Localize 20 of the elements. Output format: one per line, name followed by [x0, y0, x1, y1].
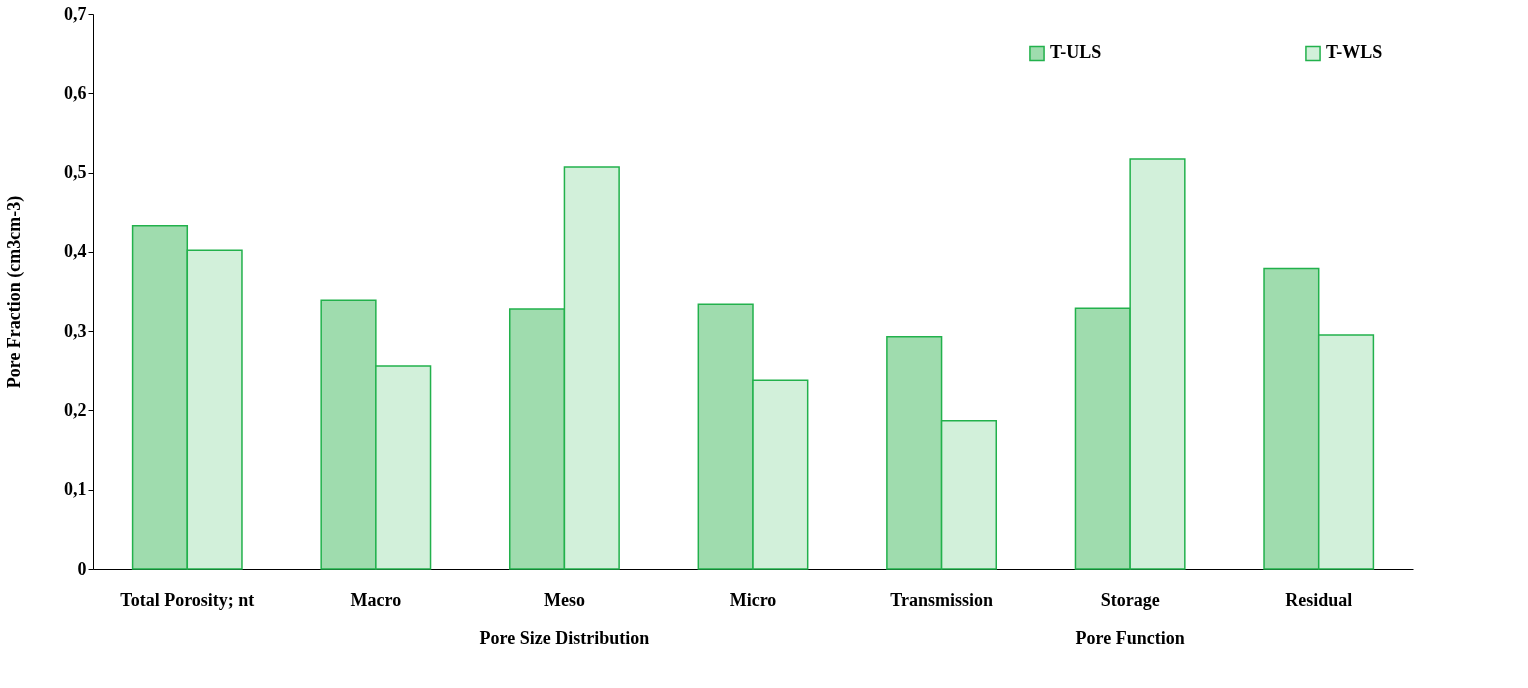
text: Pore Size Distribution — [479, 628, 650, 648]
x-tick-label: Total Porosity; nt — [120, 589, 255, 610]
x-tick-label: Micro — [729, 589, 777, 610]
y-tick-label: 0,6 — [64, 82, 87, 103]
y-tick-label: 0,4 — [64, 241, 87, 262]
y-tick-label: 0,5 — [64, 162, 87, 183]
y-tick-label: 0 — [77, 558, 87, 579]
legend-label: T-WLS — [1326, 42, 1383, 63]
text: Pore Function — [1075, 628, 1185, 648]
y-tick-label: 0,1 — [64, 479, 87, 500]
x-tick-label: Meso — [543, 589, 585, 610]
x-tick-label: Transmission — [890, 589, 993, 610]
y-tick-label: 0,2 — [64, 399, 87, 420]
x-tick-label: Residual — [1285, 589, 1353, 610]
legend-label: T-ULS — [1050, 42, 1102, 63]
x-tick-label: Storage — [1100, 589, 1160, 610]
y-tick-label: 0,3 — [64, 320, 87, 341]
y-axis-title: Pore Fraction (cm3cm-3) — [4, 195, 25, 389]
y-tick-label: 0,7 — [64, 3, 87, 24]
x-tick-label: Macro — [350, 589, 402, 610]
